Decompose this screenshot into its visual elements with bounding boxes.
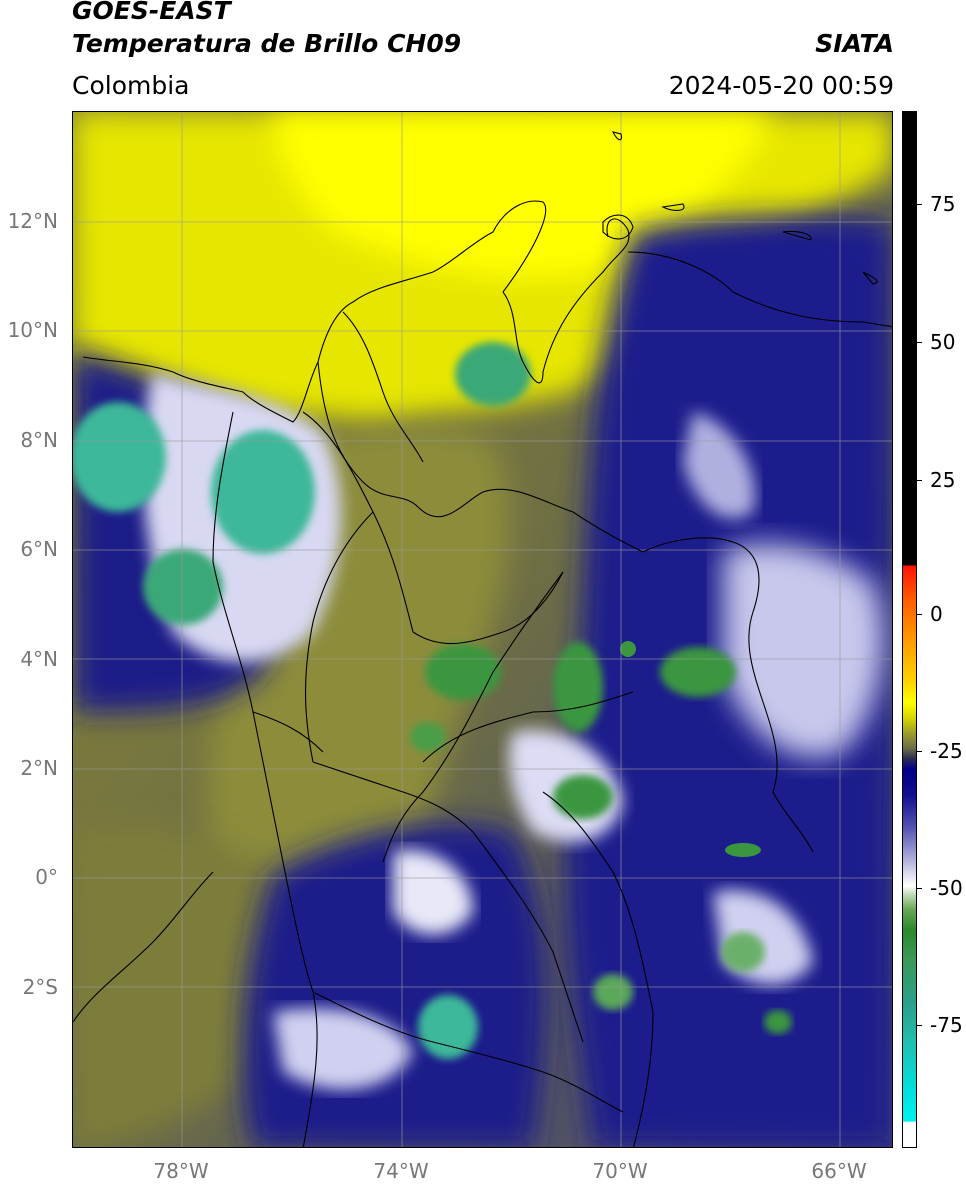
cloud-top-guainia (553, 775, 613, 819)
colorbar-tick (917, 480, 922, 481)
cloud-top-maracaibo (455, 342, 531, 406)
cloud-top-meta (410, 722, 446, 752)
cloud-top-orinoco (725, 843, 761, 857)
lat-label-2n: 2°N (20, 756, 58, 780)
brightness-temperature-field (73, 112, 892, 1147)
lon-label-78w: 78°W (153, 1159, 209, 1183)
cloud-top-east (721, 932, 765, 972)
colorbar-label-75: 75 (930, 192, 956, 216)
colorbar-tick (917, 888, 922, 889)
lat-label-4n: 4°N (20, 647, 58, 671)
lon-label-74w: 74°W (373, 1159, 429, 1183)
satellite-title: GOES-EAST (72, 0, 231, 25)
temperature-colorbar (902, 111, 917, 1148)
cloud-top-pacific (73, 402, 166, 512)
colorbar-label-neg25: -25 (930, 739, 963, 763)
colorbar-tick (917, 204, 922, 205)
cloud-top-vaupes (593, 974, 633, 1010)
lat-label-8n: 8°N (20, 428, 58, 452)
colorbar-tick (917, 342, 922, 343)
colorbar-tick (917, 751, 922, 752)
lat-label-10n: 10°N (7, 318, 58, 342)
colorbar-tick (917, 614, 922, 615)
lat-label-0: 0° (35, 865, 58, 889)
product-title: Temperatura de Brillo CH09 (72, 29, 462, 58)
colorbar-label-neg50: -50 (930, 876, 963, 900)
colorbar-label-neg75: -75 (930, 1013, 963, 1037)
colorbar-label-25: 25 (930, 468, 956, 492)
lat-label-12n: 12°N (7, 209, 58, 233)
satellite-map[interactable] (72, 111, 893, 1148)
cloud-top-putumayo (418, 995, 478, 1059)
lon-label-66w: 66°W (811, 1159, 867, 1183)
colorbar-label-0: 0 (930, 602, 943, 626)
lon-label-70w: 70°W (592, 1159, 648, 1183)
cloud-top-southeast (764, 1010, 792, 1034)
lat-label-2s: 2°S (22, 975, 58, 999)
lat-label-6n: 6°N (20, 537, 58, 561)
colorbar-tick (917, 1025, 922, 1026)
organization-label: SIATA (815, 29, 894, 58)
colorbar-label-50: 50 (930, 330, 956, 354)
cloud-top-offshore (143, 549, 223, 625)
cloud-top-choco (211, 430, 315, 554)
datetime-label: 2024-05-20 00:59 (668, 71, 894, 100)
graticule (73, 112, 892, 1147)
region-label: Colombia (72, 71, 190, 100)
boundaries (73, 131, 892, 1147)
cloud-top-small (620, 641, 636, 657)
cloud-top-vichada (553, 642, 603, 732)
cloud-top-llanos (425, 644, 501, 700)
cloud-top-amazonas-ve (660, 647, 736, 697)
